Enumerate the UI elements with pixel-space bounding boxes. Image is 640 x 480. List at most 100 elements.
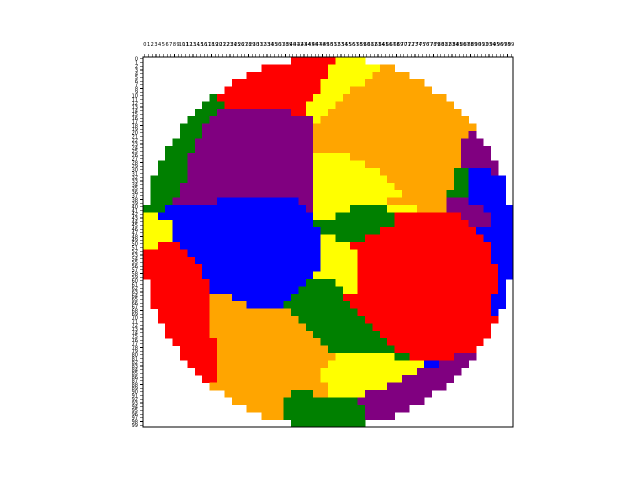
cell: [372, 264, 381, 272]
x-tick-label: 94: [489, 42, 495, 48]
cell: [320, 375, 329, 383]
cell: [416, 190, 425, 198]
cell: [254, 308, 262, 317]
cell: [335, 419, 344, 428]
cell: [357, 153, 366, 161]
cell: [291, 212, 299, 221]
cell: [335, 330, 344, 339]
cell: [357, 293, 366, 302]
cell: [402, 197, 410, 206]
cell: [254, 323, 262, 332]
cell: [313, 175, 321, 184]
cell: [335, 353, 344, 361]
cell: [453, 345, 462, 354]
x-tick-label: 8: [173, 42, 176, 48]
cell: [187, 271, 196, 280]
cell: [268, 301, 277, 309]
cell: [150, 205, 159, 213]
cell: [268, 286, 277, 295]
cell: [342, 145, 351, 154]
cell: [446, 323, 455, 332]
cell: [379, 323, 388, 332]
cell: [276, 286, 284, 295]
cell: [202, 197, 210, 206]
cell: [328, 345, 336, 354]
cell: [291, 375, 299, 383]
cell: [439, 168, 447, 176]
cell: [187, 345, 196, 354]
cell: [209, 382, 218, 391]
cell: [365, 271, 373, 280]
cell: [313, 123, 321, 132]
cell: [239, 249, 247, 258]
cell: [483, 330, 492, 339]
cell: [276, 375, 284, 383]
cell: [150, 219, 159, 228]
cell: [261, 338, 270, 346]
cell: [283, 397, 292, 406]
cell: [446, 338, 455, 346]
cell: [424, 94, 432, 102]
cell: [379, 205, 388, 213]
cell: [239, 234, 247, 243]
cell: [402, 101, 410, 110]
cell: [298, 375, 307, 383]
cell: [246, 345, 255, 354]
cell: [261, 160, 270, 169]
cell: [476, 205, 484, 213]
x-tick-label: 74: [415, 42, 421, 48]
cell: [283, 264, 292, 272]
cell: [194, 145, 203, 154]
cell: [283, 160, 292, 169]
cell: [498, 293, 506, 302]
cell: [261, 138, 270, 147]
cell: [483, 249, 492, 258]
cell: [246, 390, 255, 398]
cell: [379, 375, 388, 383]
cell: [357, 308, 366, 317]
cell: [157, 271, 166, 280]
cell: [305, 86, 314, 95]
cell: [342, 123, 351, 132]
cell: [468, 301, 477, 309]
x-tick-label: 45: [308, 42, 314, 48]
cell: [409, 390, 418, 398]
cell: [328, 390, 336, 398]
cell: [387, 168, 395, 176]
cell: [490, 175, 499, 184]
cell: [187, 249, 196, 258]
cell: [365, 86, 373, 95]
cell: [254, 175, 262, 184]
cell: [157, 212, 166, 221]
cell: [379, 412, 388, 420]
cell: [298, 197, 307, 206]
cell: [446, 308, 455, 317]
cell: [350, 205, 358, 213]
cell: [402, 71, 410, 80]
cell: [409, 168, 418, 176]
cell: [320, 256, 329, 265]
cell: [453, 138, 462, 147]
cell: [446, 138, 455, 147]
cell: [431, 308, 440, 317]
cell: [342, 242, 351, 250]
cell: [387, 301, 395, 309]
cell: [453, 323, 462, 332]
cell: [254, 316, 262, 324]
cell: [372, 153, 381, 161]
cell: [261, 153, 270, 161]
cell: [468, 256, 477, 265]
cell: [239, 397, 247, 406]
cell: [194, 168, 203, 176]
cell: [209, 360, 218, 369]
cell: [446, 101, 455, 110]
cell: [416, 79, 425, 87]
cell: [461, 219, 469, 228]
y-tick-label: 9: [135, 90, 138, 96]
cell: [268, 212, 277, 221]
cell: [402, 264, 410, 272]
cell: [424, 360, 432, 369]
cell: [387, 404, 395, 413]
cell: [217, 271, 225, 280]
cell: [461, 338, 469, 346]
